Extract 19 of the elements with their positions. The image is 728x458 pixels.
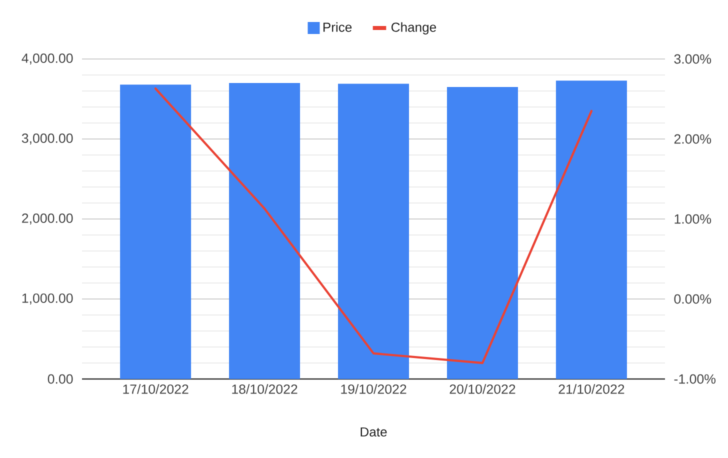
x-tick-label: 17/10/2022	[123, 384, 188, 394]
x-axis-title: Date	[360, 427, 387, 437]
x-tick-label: 18/10/2022	[232, 384, 298, 394]
legend-label: Change	[392, 22, 436, 34]
x-tick-label: 21/10/2022	[558, 384, 624, 394]
y2-tick-label: 1.00%	[674, 214, 712, 224]
y-tick-label: 2,000.00	[22, 214, 73, 225]
x-tick-label: 19/10/2022	[341, 384, 406, 394]
y-tick-label: 0.00	[48, 374, 73, 384]
x-tick-label: 20/10/2022	[450, 384, 516, 394]
y-tick-label: 1,000.00	[22, 293, 73, 305]
y-tick-label: 4,000.00	[22, 54, 73, 65]
y2-tick-label: 3.00%	[674, 54, 712, 64]
y2-tick-label: -1.00%	[674, 374, 716, 384]
y2-tick-label: 2.00%	[674, 134, 712, 144]
legend-label: Price	[323, 22, 352, 32]
line-series	[154, 88, 593, 364]
y2-tick-label: 0.00%	[674, 294, 712, 304]
y-tick-label: 3,000.00	[22, 134, 73, 145]
